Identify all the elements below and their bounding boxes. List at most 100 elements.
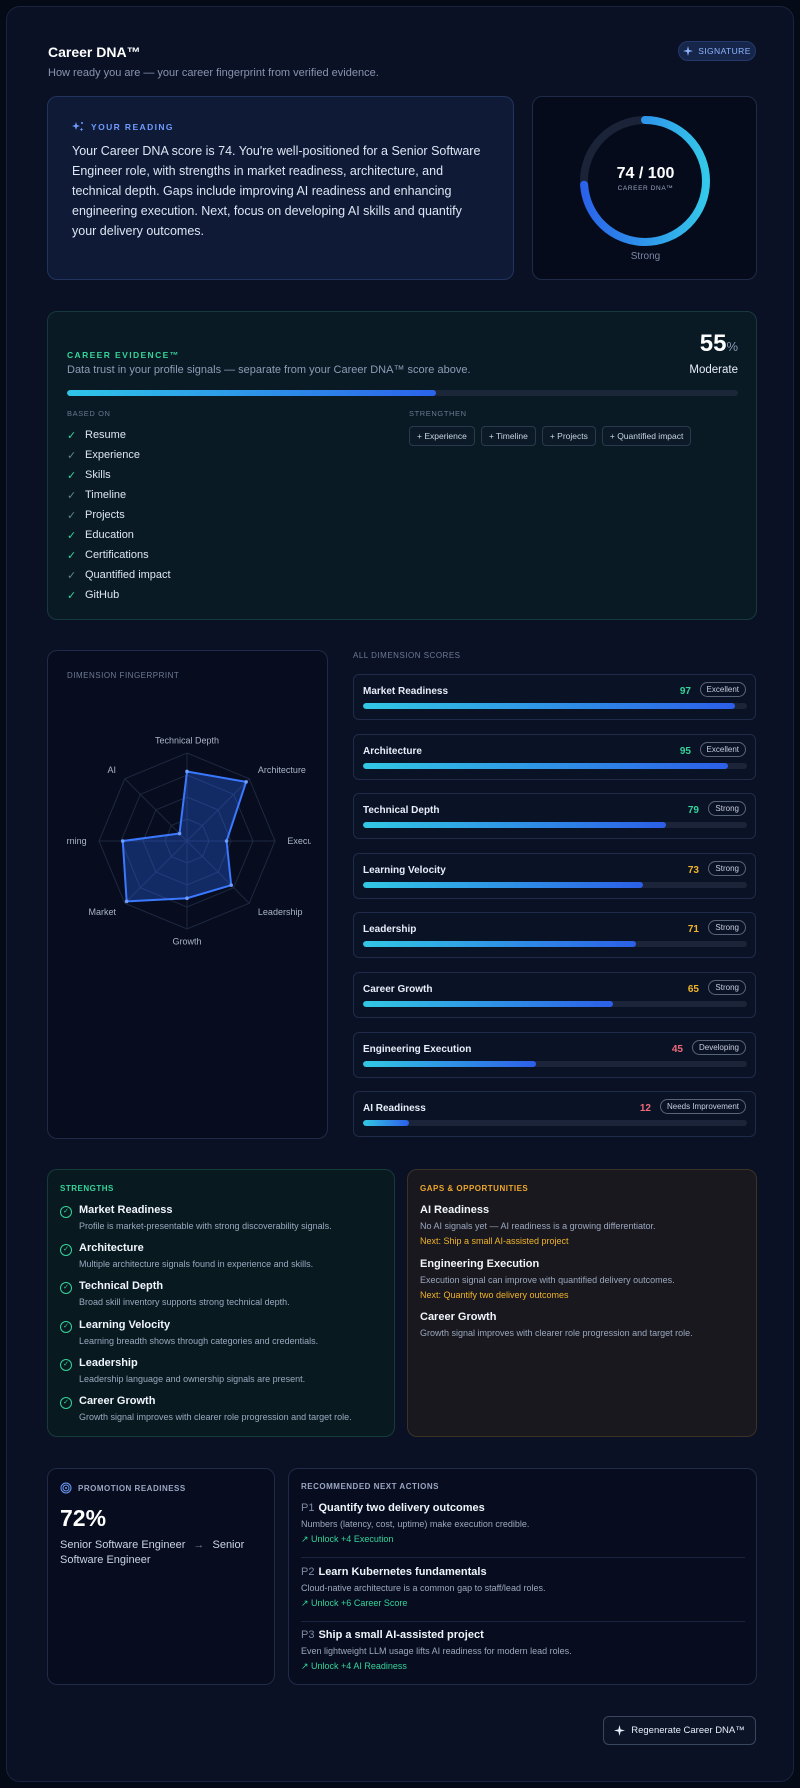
- promotion-header: PROMOTION READINESS: [60, 1482, 186, 1494]
- gap-item: Career Growth Growth signal improves with…: [420, 1311, 693, 1338]
- based-on-item-label: Timeline: [85, 489, 127, 501]
- dimension-score: 73: [687, 864, 699, 876]
- radar-axis-line: [186, 840, 250, 904]
- dimension-progress-bar: [363, 703, 747, 709]
- based-on-item-label: Projects: [85, 509, 125, 521]
- dimension-progress-fill: [363, 762, 728, 769]
- evidence-progress-bar: [67, 390, 738, 396]
- radar-axis-label: Growth: [172, 936, 201, 946]
- action-title: Ship a small AI-assisted project: [318, 1629, 484, 1641]
- strengthen-chip[interactable]: + Timeline: [480, 426, 536, 446]
- career-evidence-card: CAREER EVIDENCE™ Data trust in your prof…: [47, 311, 757, 620]
- dimension-score-card: Market Readiness Excellent 97: [353, 674, 756, 720]
- radar-axis-label: Architecture: [258, 765, 306, 775]
- action-title-row: P3 Ship a small AI-assisted project: [301, 1629, 745, 1641]
- based-on-item: ✓ Quantified impact: [67, 565, 171, 585]
- radar-point: [185, 896, 189, 900]
- radar-point: [185, 769, 189, 774]
- dimension-score: 71: [687, 924, 699, 936]
- dimension-name: Market Readiness: [363, 686, 449, 697]
- strengthen-chip[interactable]: + Projects: [541, 426, 596, 446]
- radar-value-area: [121, 770, 248, 903]
- action-item[interactable]: P1 Quantify two delivery outcomes Numbers …: [301, 1502, 745, 1545]
- evidence-status: Moderate: [689, 364, 738, 376]
- dimension-progress-bar: [363, 941, 747, 948]
- dimension-score-card: Learning Velocity Strong 73: [353, 852, 756, 899]
- regenerate-button[interactable]: Regenerate Career DNA™: [603, 1716, 756, 1745]
- dimension-score: 95: [679, 745, 691, 757]
- based-on-item: ✓ Skills: [67, 465, 171, 485]
- check-icon: ✓: [67, 489, 77, 502]
- gap-description: Execution signal can improve with quanti…: [420, 1274, 675, 1285]
- strengthen-chip[interactable]: + Experience: [409, 426, 475, 446]
- gap-next-step[interactable]: Next: Quantify two delivery outcomes: [420, 1289, 569, 1300]
- check-circle-icon: ✓: [60, 1206, 72, 1218]
- based-on-item-label: Resume: [85, 429, 126, 441]
- score-label: CAREER DNA™: [617, 185, 674, 192]
- promotion-path: Senior Software Engineer → Senior Softwa…: [60, 1538, 260, 1568]
- action-description: Even lightweight LLM usage lifts AI read…: [301, 1646, 572, 1656]
- radar-point: [224, 839, 229, 843]
- action-priority: P1: [301, 1502, 315, 1514]
- action-item[interactable]: P2 Learn Kubernetes fundamentals Cloud-nat…: [301, 1566, 745, 1609]
- dimension-score: 79: [687, 805, 699, 817]
- radar-axis-label: AI: [108, 765, 117, 775]
- radar-axis-label: Execution: [287, 836, 311, 846]
- action-unlock: ↗ Unlock +6 Career Score: [301, 1597, 408, 1608]
- strength-description: Learning breadth shows through categorie…: [79, 1335, 319, 1346]
- dimension-badge: Strong: [708, 980, 746, 995]
- dimension-progress-fill: [363, 703, 736, 709]
- radar-point: [229, 883, 233, 887]
- gap-description: Growth signal improves with clearer role…: [420, 1328, 693, 1338]
- next-actions-card: RECOMMENDED NEXT ACTIONS P1 Quantify two …: [288, 1468, 757, 1685]
- dimension-badge: Excellent: [699, 682, 746, 697]
- strengthen-chip[interactable]: + Quantified impact: [601, 426, 692, 446]
- based-on-item: ✓ Experience: [67, 445, 171, 465]
- radar-axis-label: Learning: [67, 836, 87, 846]
- strength-description: Multiple architecture signals found in e…: [79, 1259, 314, 1270]
- check-circle-icon: ✓: [60, 1282, 72, 1295]
- dimension-badge: Strong: [708, 920, 746, 936]
- gap-item: Engineering Execution Execution signal ca…: [420, 1258, 675, 1300]
- dimension-badge: Needs Improvement: [659, 1099, 746, 1115]
- radar-chart: Technical Depth Architecture Execution Lead…: [67, 736, 311, 947]
- radar-point: [177, 831, 182, 836]
- check-icon: ✓: [67, 569, 77, 582]
- gap-description: No AI signals yet — AI readiness is a gr…: [420, 1221, 656, 1231]
- check-icon: ✓: [67, 469, 77, 482]
- based-on-item: ✓ GitHub: [67, 585, 171, 605]
- check-icon: ✓: [67, 529, 77, 542]
- check-icon: ✓: [67, 449, 77, 462]
- dimension-score: 12: [639, 1103, 651, 1115]
- check-icon: ✓: [67, 589, 77, 602]
- action-unlock: ↗ Unlock +4 AI Readiness: [301, 1661, 407, 1671]
- gap-title: Engineering Execution: [420, 1257, 540, 1270]
- dimension-score-card: AI Readiness Needs Improvement 12: [353, 1091, 756, 1138]
- dimension-progress-fill: [363, 822, 667, 829]
- strength-description: Leadership language and ownership signal…: [79, 1373, 306, 1384]
- sparkle-icon: [683, 46, 694, 56]
- strengthen-chips: + Experience + Timeline + Projects + Quanti…: [409, 426, 692, 446]
- strength-title: Architecture: [79, 1242, 144, 1255]
- reading-header: YOUR READING: [72, 121, 174, 133]
- dimension-name: Architecture: [363, 745, 422, 757]
- score-status: Strong: [630, 251, 661, 262]
- promotion-label: PROMOTION READINESS: [78, 1483, 186, 1493]
- action-priority: P2: [301, 1565, 315, 1578]
- dimension-badge: Developing: [691, 1039, 746, 1055]
- action-item[interactable]: P3 Ship a small AI-assisted project Even l…: [301, 1629, 745, 1672]
- action-unlock: ↗ Unlock +4 Execution: [301, 1534, 394, 1544]
- strength-title: Market Readiness: [79, 1204, 173, 1216]
- based-on-label: BASED ON: [67, 409, 111, 418]
- based-on-item-label: Quantified impact: [85, 569, 171, 581]
- radar-point: [124, 899, 129, 904]
- check-icon: ✓: [67, 549, 77, 562]
- strength-description: Broad skill inventory supports strong te…: [79, 1297, 290, 1308]
- gap-title: Career Growth: [420, 1311, 497, 1323]
- score-ring-card: 74 / 100 CAREER DNA™ Strong: [532, 96, 757, 280]
- dimension-progress-fill: [363, 941, 636, 948]
- reading-text: Your Career DNA score is 74. You're well…: [72, 144, 481, 238]
- check-circle-icon: ✓: [60, 1320, 72, 1333]
- gap-next-step[interactable]: Next: Ship a small AI-assisted project: [420, 1236, 569, 1246]
- promotion-readiness-card: PROMOTION READINESS 72% Senior Software …: [47, 1468, 275, 1685]
